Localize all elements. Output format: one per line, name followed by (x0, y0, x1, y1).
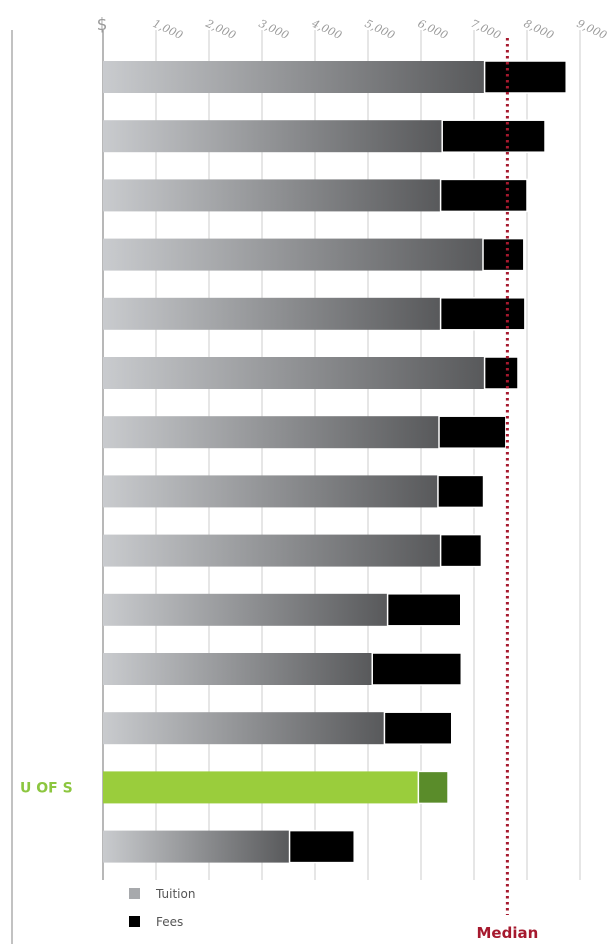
fees-bar (439, 533, 483, 568)
currency-symbol: $ (97, 15, 108, 35)
category-label: U OF S (20, 780, 73, 796)
fees-bar (483, 60, 567, 94)
fees-bar (482, 237, 525, 272)
tuition-bar (103, 61, 485, 93)
fees-bar (439, 297, 526, 331)
tuition-bar (103, 653, 373, 685)
legend-swatch-fees (129, 916, 140, 927)
tuition-bar (103, 416, 440, 449)
fees-bar (371, 652, 463, 686)
tuition-bar (103, 297, 441, 330)
tuition-bar (103, 238, 484, 271)
legend-swatch-tuition (129, 888, 140, 899)
fees-bar (438, 415, 507, 449)
legend-label-tuition: Tuition (155, 887, 195, 901)
fees-bar (383, 711, 453, 745)
fees-bar (441, 119, 546, 153)
x-tick-label: 4,000 (309, 17, 344, 43)
tuition-bar (103, 593, 388, 626)
x-tick-label: 2,000 (203, 17, 238, 43)
median-label: Median (476, 924, 538, 942)
tuition-bar (103, 357, 485, 389)
fees-bar (483, 356, 519, 390)
fees-bar (439, 178, 528, 213)
legend-label-fees: Fees (156, 915, 183, 929)
tuition-bar (103, 120, 443, 153)
tuition-bar (103, 830, 290, 863)
fees-bar (437, 474, 485, 509)
tuition-bar (103, 534, 441, 567)
tuition-bar (103, 771, 419, 804)
fees-bar (288, 829, 355, 864)
tuition-bar (103, 179, 441, 212)
fees-bar (417, 770, 449, 805)
tuition-bar (103, 712, 385, 745)
tuition-bar (103, 475, 438, 508)
fees-bar (386, 593, 462, 627)
